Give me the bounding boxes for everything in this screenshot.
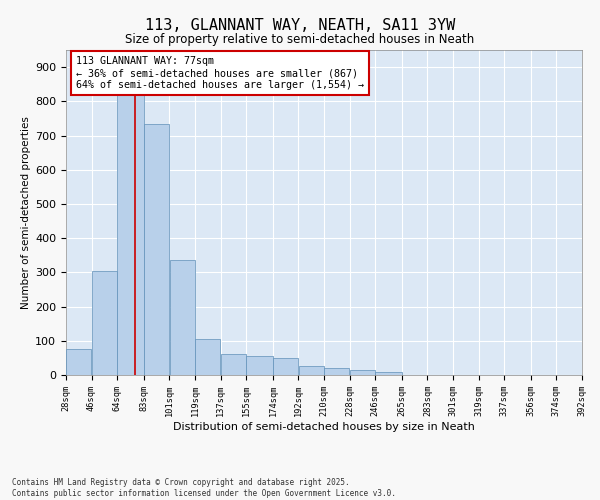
X-axis label: Distribution of semi-detached houses by size in Neath: Distribution of semi-detached houses by … xyxy=(173,422,475,432)
Bar xyxy=(170,260,195,375)
Bar xyxy=(273,358,298,375)
Bar xyxy=(195,339,220,375)
Text: Contains HM Land Registry data © Crown copyright and database right 2025.
Contai: Contains HM Land Registry data © Crown c… xyxy=(12,478,396,498)
Bar xyxy=(246,356,273,375)
Bar xyxy=(66,350,91,375)
Bar xyxy=(144,124,169,375)
Text: Size of property relative to semi-detached houses in Neath: Size of property relative to semi-detach… xyxy=(125,32,475,46)
Bar xyxy=(221,354,246,375)
Bar xyxy=(299,366,324,375)
Text: 113, GLANNANT WAY, NEATH, SA11 3YW: 113, GLANNANT WAY, NEATH, SA11 3YW xyxy=(145,18,455,32)
Bar xyxy=(92,270,117,375)
Bar xyxy=(350,370,375,375)
Text: 113 GLANNANT WAY: 77sqm
← 36% of semi-detached houses are smaller (867)
64% of s: 113 GLANNANT WAY: 77sqm ← 36% of semi-de… xyxy=(76,56,364,90)
Bar xyxy=(117,78,144,375)
Bar xyxy=(375,372,402,375)
Y-axis label: Number of semi-detached properties: Number of semi-detached properties xyxy=(21,116,31,309)
Bar xyxy=(324,368,349,375)
